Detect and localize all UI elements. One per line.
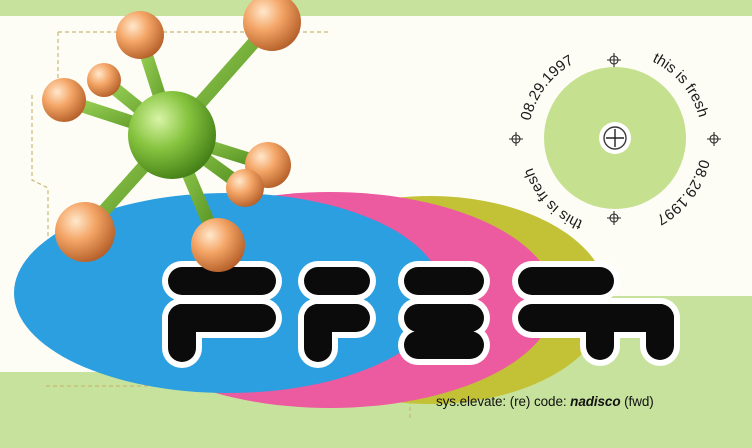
crosshair-icon	[707, 132, 721, 146]
crosshair-icon	[607, 53, 621, 67]
molecule-icon	[42, 0, 301, 272]
crosshair-icon	[606, 129, 624, 147]
crosshair-icon	[509, 132, 523, 146]
top-band	[0, 0, 752, 16]
credit-line: sys.elevate: (re) code: nadisco (fwd)	[436, 394, 654, 409]
credit-highlight: nadisco	[570, 394, 621, 409]
crosshair-icon	[607, 211, 621, 225]
credit-suffix: (fwd)	[624, 394, 654, 409]
dashed-guide	[31, 31, 411, 420]
credit-prefix: sys.elevate: (re) code:	[436, 394, 567, 409]
fresh-logo	[162, 261, 680, 368]
